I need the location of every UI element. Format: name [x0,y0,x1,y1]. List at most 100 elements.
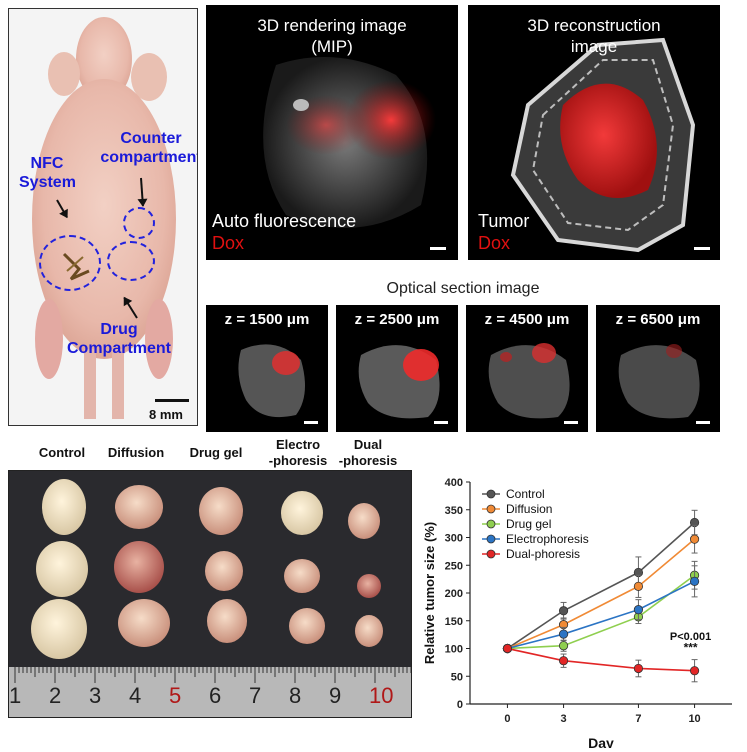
counter-circle [123,207,155,239]
nfc-system-label: NFC System [19,155,76,191]
optical-section-4-image [618,344,700,419]
ruler-label: 3 [89,683,102,708]
series-line-dual-phoresis [507,647,695,672]
render-image [263,57,436,228]
optical-section-3-label: z = 4500 μm [484,311,570,328]
group-label-control: Control [22,445,102,461]
counter-compartment-label: Counter compartment [100,130,198,166]
legend-label: Electrophoresis [506,532,589,546]
drug-circle [107,241,155,281]
recon-channel-tumor: Tumor [478,211,530,231]
ruler-label: 2 [49,683,62,708]
group-label-line: Drug gel [189,445,243,460]
optical-section-2-image [358,345,440,419]
tumor-photo-panel: 1 2 3 4 5 6 7 8 9 10 [8,470,412,718]
optical-section-1-image [238,344,305,418]
y-tick-label: 0 [457,699,463,711]
y-tick-label: 400 [445,477,463,489]
data-point [689,576,700,586]
optical-section-2-scalebar [434,421,448,424]
legend-label: Control [506,487,545,501]
legend-marker [486,534,496,544]
data-point [633,663,644,674]
group-label-line: -phoresis [338,453,398,468]
group-label-dual-phoresis: Dual -phoresis [328,437,408,469]
render-channel-dox: Dox [212,233,245,253]
ruler-label: 8 [289,683,302,708]
render-channel-autofluorescence: Auto fluorescence [212,211,357,231]
legend-label: Drug gel [506,517,551,531]
x-tick-label: 0 [504,713,510,725]
y-tick-label: 150 [445,616,463,628]
optical-section-1: z = 1500 μm [206,305,328,432]
recon-image-panel: 3D reconstruction image Tumor Dox [468,5,720,260]
tumor-size-chart: 0 50 100 150 200 250 300 350 400 0 3 7 10 Day Relative… [422,477,732,748]
nfc-circle [39,235,101,291]
ruler-label: 4 [129,683,142,708]
group-label-line: Electro [275,437,321,452]
optical-section-2: z = 2500 μm [336,305,458,432]
optical-section-4-scalebar [696,421,710,424]
x-tick-label: 3 [561,713,567,725]
render-title: 3D rendering image (MIP) [206,15,458,57]
data-point [689,534,700,544]
legend-label: Dual-phoresis [506,547,580,561]
legend-marker [486,519,496,529]
data-point [558,629,569,639]
y-axis-label: Relative tumor size (%) [422,522,437,664]
recon-title-line1: 3D reconstruction [527,16,661,35]
x-tick-label: 10 [688,713,700,725]
series-line-electrophoresis [507,580,695,650]
render-scalebar [430,247,446,250]
recon-title: 3D reconstruction image [468,15,720,57]
ruler-label: 7 [249,683,262,708]
legend-marker [486,489,496,499]
legend-marker [486,549,496,559]
tumor-photo [9,479,411,717]
data-point [689,666,700,676]
x-tick-label: 7 [635,713,641,725]
optical-section-3-image [488,343,570,419]
group-label-line: Control [38,445,86,460]
drug-compartment-label: Drug Compartment [66,321,171,357]
recon-scalebar [694,247,710,250]
legend-label: Diffusion [506,502,552,516]
mouse-scale-label: 8 mm [149,407,183,422]
significance-p: P<0.001 [670,631,711,643]
group-label-line: -phoresis [268,453,328,468]
mouse-photo-panel: NFC System Counter compartment Drug Comp… [8,8,198,426]
data-point [502,643,513,654]
optical-section-3-scalebar [564,421,578,424]
recon-title-line2: image [570,37,618,56]
recon-image [510,37,696,253]
group-label-drug-gel: Drug gel [176,445,256,461]
legend-marker [486,504,496,514]
mouse-scalebar [155,399,189,402]
y-tick-label: 50 [451,671,463,683]
ruler-label: 6 [209,683,222,708]
optical-section-title: Optical section image [386,280,540,297]
data-point [633,581,644,591]
ruler-label: 5 [169,683,182,708]
data-point [558,606,569,616]
recon-channel-dox: Dox [478,233,511,253]
data-point [558,656,569,666]
y-tick-label: 100 [445,644,463,656]
ruler-label: 1 [9,683,22,708]
ruler-label: 10 [369,683,394,708]
optical-section-3: z = 4500 μm [466,305,588,432]
series-line-control [506,521,696,650]
group-label-line: Dual [353,437,383,452]
optical-section-1-label: z = 1500 μm [224,311,310,328]
group-label-line: Diffusion [107,445,165,460]
optical-section-1-scalebar [304,421,318,424]
y-tick-label: 200 [445,588,463,600]
data-point [558,641,569,651]
y-tick-label: 350 [445,505,463,517]
optical-section-4: z = 6500 μm [596,305,720,432]
mouse-image [9,9,197,425]
x-axis-label: Day [588,735,614,748]
y-tick-label: 300 [445,533,463,545]
ruler-ticks [14,667,411,683]
ruler-label: 9 [329,683,342,708]
